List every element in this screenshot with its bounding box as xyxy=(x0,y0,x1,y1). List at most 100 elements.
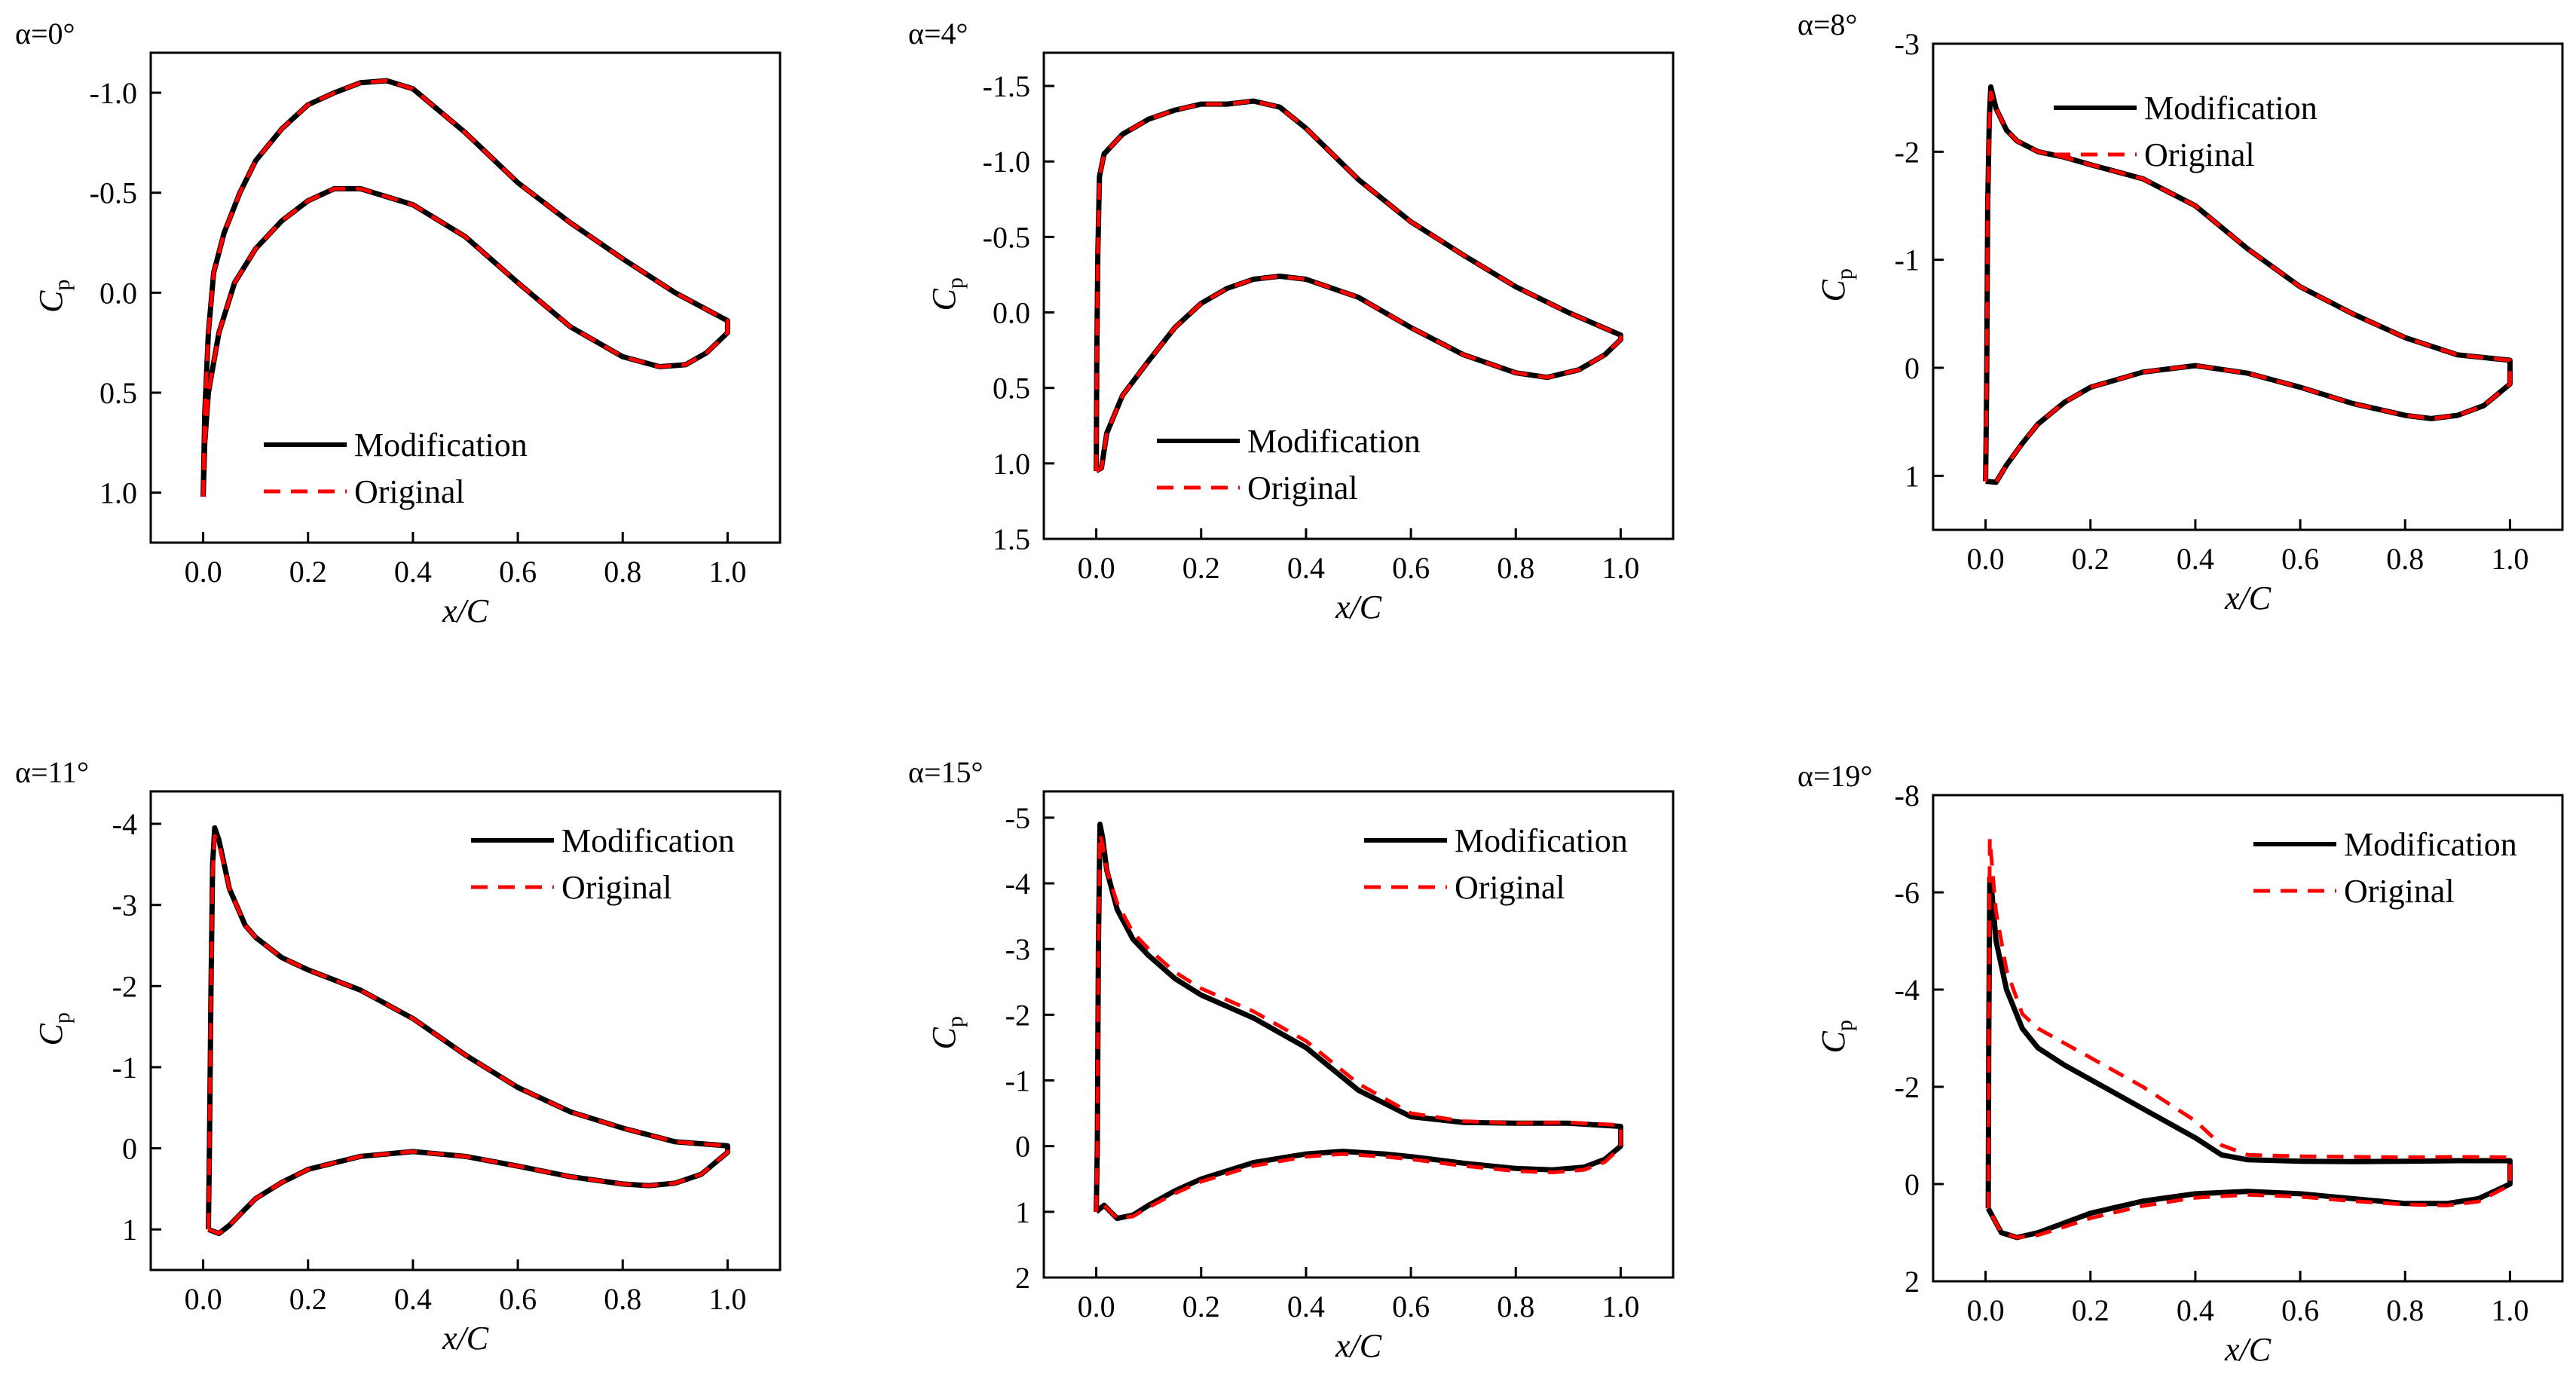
y-axis-title: Cp xyxy=(1815,1020,1857,1053)
y-tick-label: -3 xyxy=(1895,27,1920,61)
x-axis-title: x/C xyxy=(2224,1331,2272,1368)
x-tick-label: 0.6 xyxy=(1392,551,1430,585)
x-tick-label: 0.8 xyxy=(2386,542,2424,576)
legend: Modification Original xyxy=(264,427,528,510)
x-tick-label: 0.8 xyxy=(604,555,641,589)
y-axis-title: Cp xyxy=(925,1016,968,1049)
x-tick-label: 0.2 xyxy=(289,555,327,589)
y-tick-label: -1.0 xyxy=(90,76,137,110)
y-tick-label: 0 xyxy=(1904,1167,1920,1201)
y-tick-label: -1.0 xyxy=(983,145,1030,179)
x-tick-label: 0.6 xyxy=(1392,1290,1430,1323)
y-tick-label: -3 xyxy=(1005,932,1030,966)
chart-panel-1: 0.0 0.2 0.4 0.6 0.8 1.0 -1.0 -0.5 0.0 0.5 1.0 x/C Cp… xyxy=(15,17,782,629)
y-tick-label: -4 xyxy=(112,807,137,841)
y-axis-title: Cp xyxy=(32,280,75,313)
y-tick-label: -2 xyxy=(112,969,137,1003)
x-tick-label: 0.0 xyxy=(185,555,222,589)
chart-panel-5: 0.0 0.2 0.4 0.6 0.8 1.0 -5 -4 -3 -2 -1 0 1 2 x/C Cp α=15… xyxy=(908,755,1675,1364)
x-tick-label: 0.8 xyxy=(2386,1293,2424,1327)
x-tick-label: 0.8 xyxy=(1497,551,1534,585)
y-tick-label: 0.0 xyxy=(99,276,137,310)
chart-panel-4: 0.0 0.2 0.4 0.6 0.8 1.0 -4 -3 -2 -1 0 1 x/C Cp α=11° Mo… xyxy=(15,755,782,1357)
legend: Modification Original xyxy=(2054,90,2317,173)
legend-label-modification: Modification xyxy=(561,822,735,859)
legend-label-original: Original xyxy=(561,869,672,906)
plot-frame xyxy=(149,51,782,544)
x-tick-label: 0.6 xyxy=(2281,542,2319,576)
y-tick-label: 0.5 xyxy=(993,372,1030,405)
x-tick-label: 0.2 xyxy=(1182,551,1220,585)
x-tick-label: 0.6 xyxy=(2281,1293,2319,1327)
x-tick-label: 0.4 xyxy=(394,555,432,589)
x-tick-label: 1.0 xyxy=(708,1282,746,1316)
x-axis-title: x/C xyxy=(1335,589,1382,626)
legend-label-modification: Modification xyxy=(2144,90,2317,127)
legend-label-original: Original xyxy=(354,473,465,510)
y-tick-label: -0.5 xyxy=(90,176,137,210)
y-tick-label: -2 xyxy=(1895,135,1920,169)
y-tick-label: 1.0 xyxy=(99,476,137,510)
y-tick-label: -6 xyxy=(1895,876,1920,910)
y-tick-label: 0.5 xyxy=(99,376,137,410)
plot-frame xyxy=(1932,794,2564,1283)
legend-label-original: Original xyxy=(2144,136,2255,173)
y-tick-label: -0.5 xyxy=(983,220,1030,254)
y-tick-label: -2 xyxy=(1005,998,1030,1032)
legend-label-modification: Modification xyxy=(1455,822,1628,859)
legend: Modification Original xyxy=(1364,822,1628,906)
y-tick-label: -2 xyxy=(1895,1070,1920,1104)
x-tick-label: 0.8 xyxy=(1497,1290,1534,1323)
y-tick-label: 0 xyxy=(122,1132,137,1166)
y-axis-title: Cp xyxy=(925,277,968,311)
legend-label-modification: Modification xyxy=(354,427,528,464)
plot-frame xyxy=(1042,51,1675,540)
plot-frame xyxy=(1932,42,2564,531)
y-tick-label: -4 xyxy=(1895,973,1920,1007)
y-tick-label: -1 xyxy=(112,1051,137,1085)
x-tick-label: 0.6 xyxy=(499,1282,537,1316)
plot-frame xyxy=(1042,790,1675,1279)
y-tick-label: -1 xyxy=(1895,243,1920,277)
x-tick-label: 1.0 xyxy=(1602,1290,1639,1323)
chart-panel-6: 0.0 0.2 0.4 0.6 0.8 1.0 -8 -6 -4 -2 0 2 x/C Cp α=19° Mo… xyxy=(1797,759,2564,1368)
y-tick-label: -3 xyxy=(112,889,137,923)
plot-frame xyxy=(149,790,782,1271)
panel-label: α=4° xyxy=(908,17,968,50)
y-tick-label: -5 xyxy=(1005,801,1030,835)
panel-label: α=0° xyxy=(15,17,75,50)
x-axis-title: x/C xyxy=(1335,1327,1382,1364)
y-axis-title: Cp xyxy=(1815,268,1857,301)
panel-label: α=19° xyxy=(1797,759,1873,793)
panel-label: α=15° xyxy=(908,755,984,789)
series-line-original xyxy=(1094,99,1623,473)
x-tick-label: 0.6 xyxy=(499,555,537,589)
x-tick-label: 0.2 xyxy=(2072,542,2109,576)
y-tick-label: 1 xyxy=(122,1213,137,1247)
x-tick-label: 1.0 xyxy=(2491,1293,2529,1327)
panel-label: α=11° xyxy=(15,755,89,789)
x-axis-title: x/C xyxy=(442,592,489,629)
series-line-original xyxy=(1986,837,2512,1240)
y-tick-label: 0 xyxy=(1015,1130,1030,1164)
y-tick-label: 1 xyxy=(1015,1195,1030,1229)
panel-label: α=8° xyxy=(1797,8,1858,41)
series-line-modification xyxy=(1094,98,1623,473)
legend-label-original: Original xyxy=(1247,470,1358,506)
legend-label-original: Original xyxy=(1455,869,1565,906)
x-tick-label: 0.4 xyxy=(1287,551,1325,585)
legend: Modification Original xyxy=(2253,826,2517,910)
chart-panel-2: 0.0 0.2 0.4 0.6 0.8 1.0 -1.5 -1.0 -0.5 0.0 0.5 1.0 1… xyxy=(908,17,1675,626)
x-tick-label: 0.4 xyxy=(1287,1290,1325,1323)
x-tick-label: 1.0 xyxy=(1602,551,1639,585)
x-tick-label: 0.0 xyxy=(1967,542,2005,576)
legend: Modification Original xyxy=(1157,423,1421,506)
x-tick-label: 0.4 xyxy=(2177,1293,2214,1327)
y-tick-label: 2 xyxy=(1015,1261,1030,1295)
y-tick-label: 1.0 xyxy=(993,447,1030,481)
y-tick-label: -4 xyxy=(1005,867,1030,901)
series-line-modification xyxy=(1985,875,2513,1241)
series-line-original xyxy=(207,834,730,1236)
legend-label-original: Original xyxy=(2344,873,2455,910)
x-tick-label: 0.4 xyxy=(394,1282,432,1316)
